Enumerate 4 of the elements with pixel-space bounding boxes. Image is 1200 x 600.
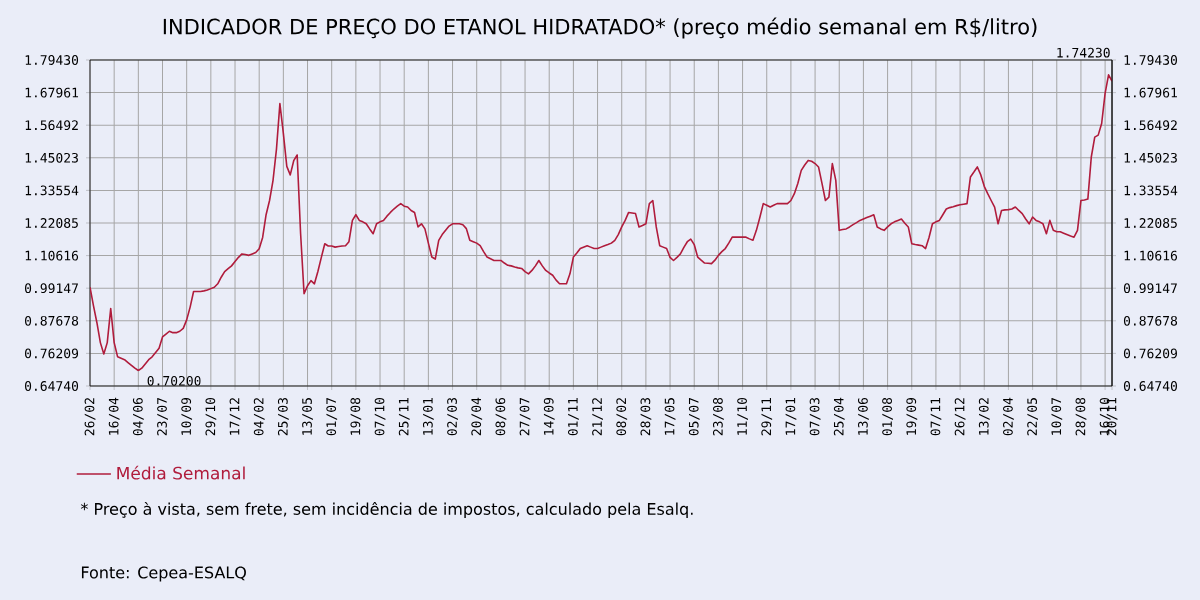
text: * Preço à vista, sem frete, sem incidência de impostos, calculado pela Esalq. <box>80 501 693 519</box>
legend-label: Média Semanal <box>117 465 245 480</box>
chart-title: INDICADOR DE PREÇO DO ETANOL HIDRATADO* (preço médio semanal em R$/litro) <box>163 17 1037 39</box>
source-note: Fonte: Cepea-ESALQ <box>81 566 246 582</box>
